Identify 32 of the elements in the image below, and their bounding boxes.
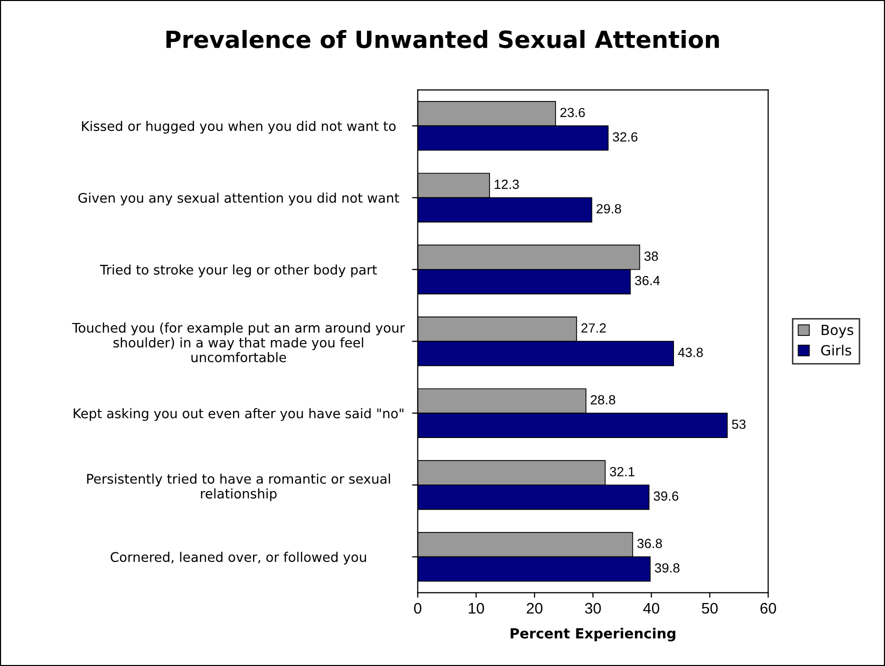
data-label: 38 [644,251,658,261]
data-label: 39.6 [654,491,678,501]
data-label: 39.8 [654,563,680,573]
x-tick-label: 30 [585,602,601,614]
x-tick-label: 40 [643,602,660,614]
data-label: 29.8 [596,204,622,214]
legend-label: Girls [821,344,852,356]
data-label: 32.1 [610,466,634,476]
x-tick-label: 0 [414,602,422,614]
x-tick-label: 50 [702,602,718,614]
y-tick-label: Tried to stroke your leg or other body part [100,264,377,278]
y-tick-label: Cornered, leaned over, or followed you [110,552,366,565]
x-axis-title: Percent Experiencing [510,628,676,642]
data-label: 12.3 [494,180,519,189]
legend-label: Boys [822,324,854,338]
data-label: 28.8 [590,395,616,404]
data-label: 43.8 [678,348,703,358]
chart-title: Prevalence of Unwanted Sexual Attention [166,30,719,48]
data-label: 36.4 [635,276,660,286]
x-tick-label: 10 [468,602,484,614]
data-label: 32.6 [612,132,638,142]
y-tick-label: Persistently tried to have a romantic or sexual relationship [87,474,390,502]
data-label: 53 [732,420,746,429]
x-tick-label: 20 [526,602,542,614]
data-label: 23.6 [560,108,585,118]
y-tick-label: Kissed or hugged you when you did not want to [82,120,396,134]
y-tick-label: Touched you (for example put an arm around your shoulder) in a way that made you feel uncomfortable [72,322,405,362]
data-label: 36.8 [637,538,662,548]
y-tick-label: Given you any sexual attention you did not want [78,192,400,206]
y-tick-label: Kept asking you out even after you have said "no" [74,408,404,421]
data-label: 27.2 [581,323,606,333]
x-tick-label: 60 [760,602,776,614]
